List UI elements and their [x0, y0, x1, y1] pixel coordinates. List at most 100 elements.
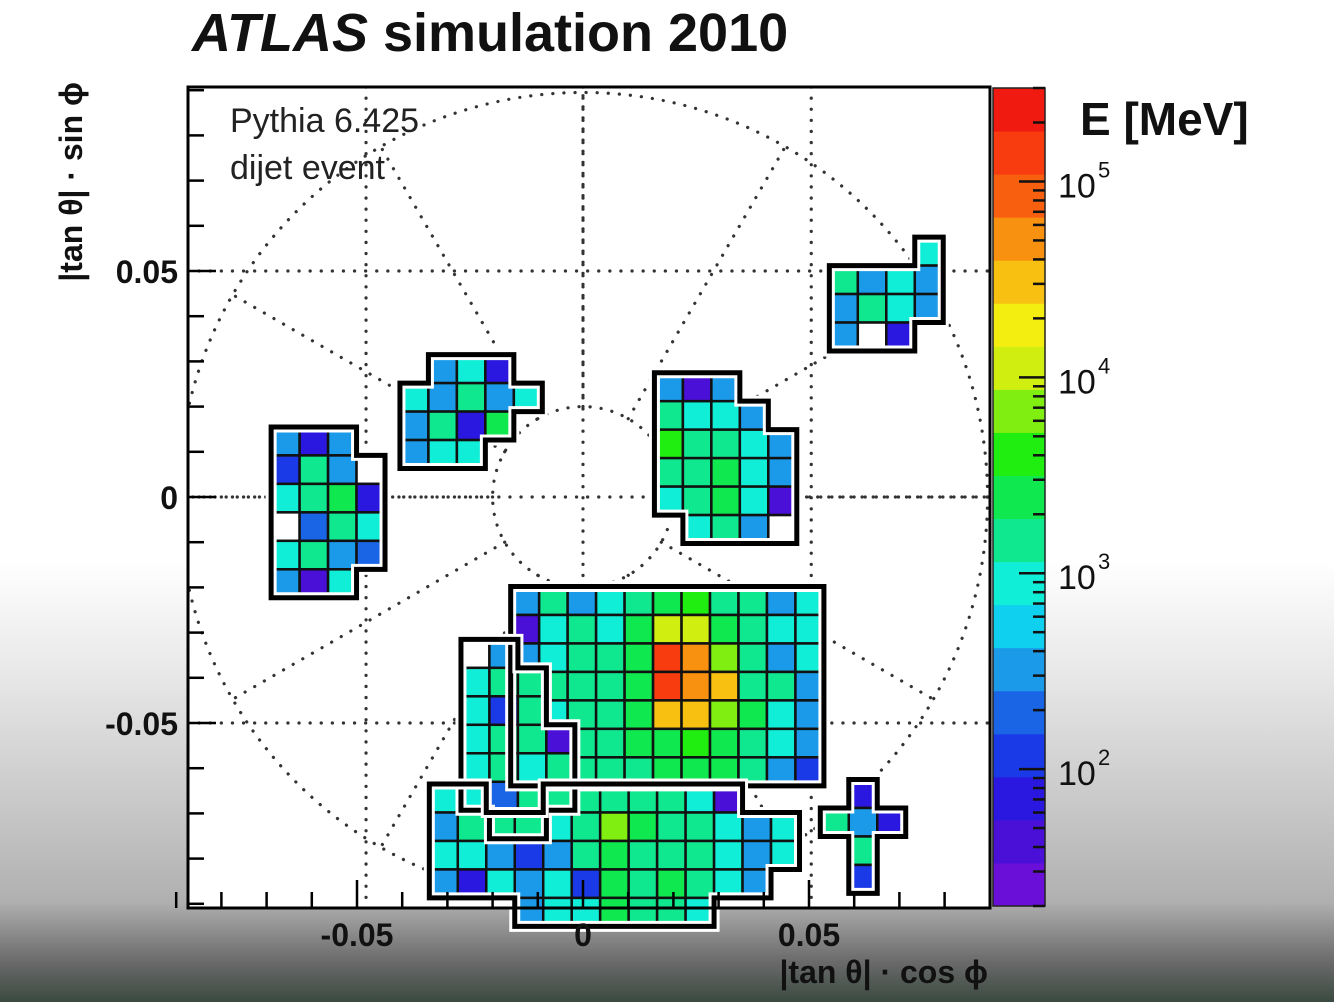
grid-radial-line — [626, 145, 787, 421]
cell — [737, 613, 769, 645]
cell — [627, 839, 659, 871]
cell — [541, 839, 573, 871]
cell — [455, 381, 487, 413]
cell — [708, 699, 740, 731]
colorbar-band — [993, 862, 1045, 907]
cell — [326, 482, 358, 514]
y-axis-label: |tan θ| · sin ϕ — [53, 82, 89, 282]
colorbar-frame — [992, 87, 1046, 907]
colorbar-band — [993, 647, 1045, 692]
grid-radial-line — [231, 293, 507, 454]
cell — [570, 839, 602, 871]
cell — [680, 670, 712, 702]
chart-title: ATLAS simulation 2010 — [192, 2, 788, 64]
cell — [737, 699, 769, 731]
colorbar-band — [993, 475, 1045, 520]
chart-title-experiment: ATLAS — [192, 3, 368, 63]
cell — [566, 613, 598, 645]
grid-radial-line — [659, 293, 935, 454]
cell — [570, 868, 602, 900]
cell — [738, 456, 770, 488]
cell — [298, 511, 330, 543]
cell — [427, 410, 459, 442]
cell — [623, 642, 655, 674]
cell — [684, 839, 716, 871]
annotation-line-1: Pythia 6.425 — [230, 102, 419, 140]
colorbar-band — [993, 260, 1045, 304]
y-tick-label: 0.05 — [116, 254, 178, 290]
cell — [765, 613, 797, 645]
cell — [655, 839, 687, 871]
cell — [594, 727, 626, 759]
cluster-outline — [458, 636, 578, 842]
cluster-outline — [651, 370, 800, 547]
cell — [680, 699, 712, 731]
cell — [765, 727, 797, 759]
cluster-outlines — [265, 231, 949, 932]
annotation-line-2: dijet event — [230, 149, 386, 187]
y-tick-labels: 0.05 0 -0.05 — [105, 254, 178, 742]
cell — [541, 868, 573, 900]
axis-ticks — [174, 88, 992, 908]
cell — [738, 485, 770, 517]
cell — [566, 642, 598, 674]
cluster-outline — [817, 777, 909, 896]
cell — [298, 454, 330, 486]
cell — [594, 642, 626, 674]
cell — [598, 811, 630, 843]
y-tick-label: 0 — [160, 480, 178, 516]
colorbar-tick-exponent: 4 — [1098, 353, 1110, 378]
cluster-outline — [826, 234, 946, 354]
cell — [623, 613, 655, 645]
cell — [651, 727, 683, 759]
cell — [627, 811, 659, 843]
cell — [513, 839, 545, 871]
colorbar-band — [993, 733, 1045, 778]
cell — [594, 699, 626, 731]
colorbar-band — [993, 604, 1045, 649]
cell — [710, 485, 742, 517]
cell — [708, 670, 740, 702]
colorbar-band — [993, 131, 1045, 175]
cell — [594, 670, 626, 702]
grid-radial-line — [379, 145, 540, 421]
cell — [681, 399, 713, 431]
cluster-outline — [397, 352, 545, 472]
cell — [710, 456, 742, 488]
colorbar-tick-label: 10 — [1058, 559, 1096, 597]
cell — [651, 613, 683, 645]
colorbar-tick-label: 10 — [1058, 755, 1096, 793]
cell — [655, 811, 687, 843]
grid-radial-line — [231, 540, 507, 701]
x-tick-labels: -0.05 0 0.05 — [321, 917, 841, 953]
x-tick-label: 0 — [574, 917, 592, 953]
cell — [516, 752, 548, 784]
cell — [298, 482, 330, 514]
colorbar-band — [993, 346, 1045, 390]
colorbar-tick-exponent: 5 — [1098, 157, 1110, 182]
colorbar-tick-exponent: 3 — [1098, 549, 1110, 574]
cell — [326, 511, 358, 543]
colorbar-label: E [MeV] — [1080, 93, 1249, 145]
cell — [681, 456, 713, 488]
cell — [708, 642, 740, 674]
colorbar-band — [993, 819, 1045, 864]
y-tick-label: -0.05 — [105, 706, 178, 742]
cell — [651, 670, 683, 702]
x-axis-label: |tan θ| · cos ϕ — [779, 954, 988, 990]
cell — [598, 868, 630, 900]
cell — [456, 839, 488, 871]
cell — [485, 839, 516, 871]
cell — [737, 670, 769, 702]
cell — [623, 670, 655, 702]
cell — [710, 428, 742, 460]
cell — [712, 839, 744, 871]
cell — [708, 613, 740, 645]
cell — [566, 670, 598, 702]
cell — [570, 811, 602, 843]
cell — [623, 727, 655, 759]
cell — [537, 613, 569, 645]
cell — [326, 454, 358, 486]
cluster-outline — [268, 424, 388, 601]
